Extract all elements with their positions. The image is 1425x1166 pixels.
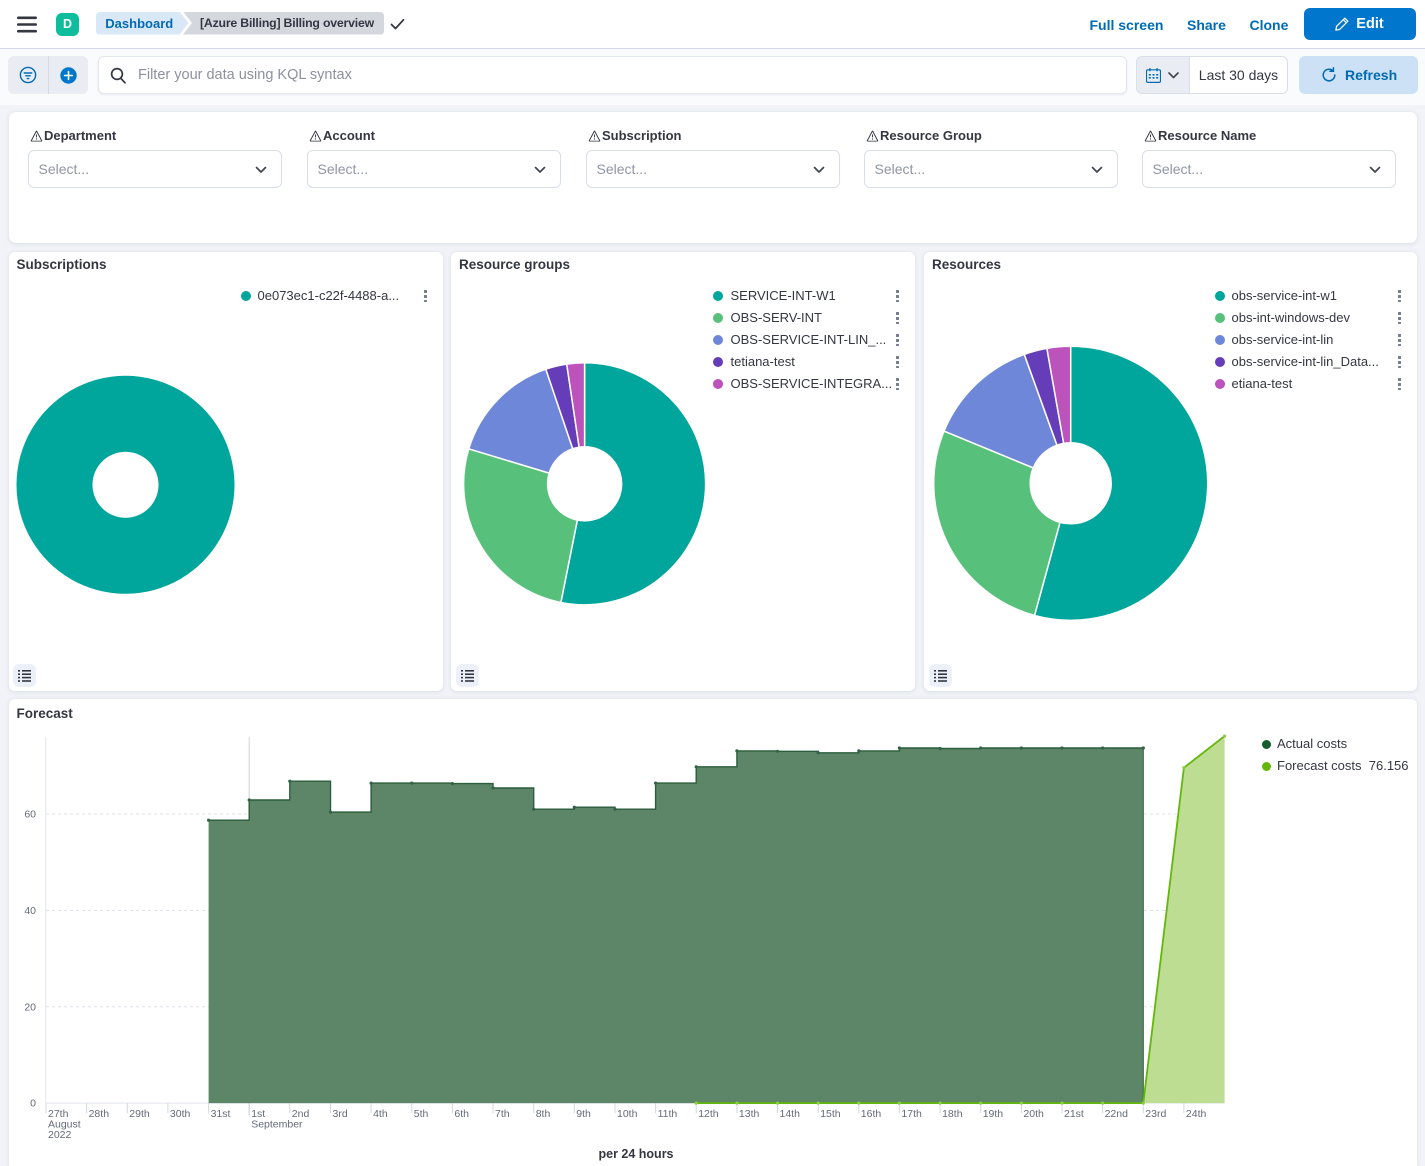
svg-text:6th: 6th	[454, 1107, 469, 1119]
svg-text:27th: 27th	[48, 1107, 69, 1119]
svg-text:23rd: 23rd	[1145, 1107, 1166, 1119]
svg-text:29th: 29th	[129, 1107, 150, 1119]
svg-text:28th: 28th	[89, 1107, 110, 1119]
svg-text:22nd: 22nd	[1105, 1107, 1129, 1119]
svg-text:13th: 13th	[739, 1107, 760, 1119]
svg-text:11th: 11th	[658, 1107, 678, 1119]
svg-text:2nd: 2nd	[292, 1107, 310, 1119]
svg-text:4th: 4th	[373, 1107, 388, 1119]
svg-text:3rd: 3rd	[333, 1107, 348, 1119]
svg-text:17th: 17th	[901, 1107, 922, 1119]
svg-text:30th: 30th	[170, 1107, 191, 1119]
svg-text:0: 0	[30, 1097, 36, 1109]
svg-text:60: 60	[24, 808, 36, 820]
svg-text:12th: 12th	[698, 1107, 719, 1119]
svg-text:16th: 16th	[861, 1107, 882, 1119]
svg-text:15th: 15th	[820, 1107, 841, 1119]
svg-text:21st: 21st	[1064, 1107, 1084, 1119]
svg-text:24th: 24th	[1186, 1107, 1207, 1119]
svg-text:19th: 19th	[983, 1107, 1004, 1119]
svg-text:8th: 8th	[536, 1107, 551, 1119]
svg-text:10th: 10th	[617, 1107, 638, 1119]
svg-text:9th: 9th	[576, 1107, 591, 1119]
svg-text:1st: 1st	[251, 1107, 265, 1119]
svg-text:20th: 20th	[1023, 1107, 1044, 1119]
svg-text:September: September	[251, 1118, 303, 1130]
svg-text:2022: 2022	[48, 1128, 72, 1140]
svg-text:5th: 5th	[414, 1107, 429, 1119]
svg-text:7th: 7th	[495, 1107, 510, 1119]
svg-text:20: 20	[24, 1001, 36, 1013]
svg-text:18th: 18th	[942, 1107, 963, 1119]
svg-text:40: 40	[24, 905, 36, 917]
svg-text:31st: 31st	[211, 1107, 231, 1119]
svg-text:14th: 14th	[780, 1107, 801, 1119]
svg-text:August: August	[48, 1118, 81, 1130]
